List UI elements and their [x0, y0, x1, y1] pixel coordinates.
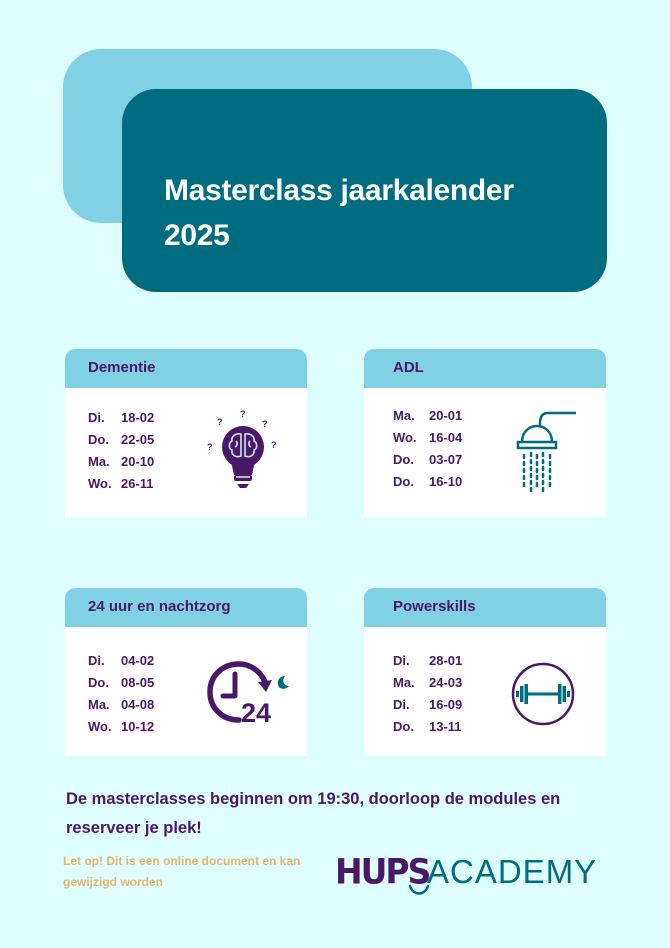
date-row: Di. 16-09: [393, 694, 462, 716]
date-value: 20-01: [429, 408, 463, 423]
date-row: Wo. 26-11: [88, 473, 154, 495]
date-row: Wo. 10-12: [88, 716, 154, 738]
date-value: 04-02: [121, 653, 155, 668]
date-value: 10-12: [121, 719, 155, 734]
card-dementie: Dementie Di. 18-02 Do. 22-05 Ma. 20-10 Wo. 2…: [65, 349, 307, 517]
date-row: Ma. 20-10: [88, 451, 154, 473]
lightbulb-brain-icon: ? ? ? ? ?: [207, 409, 277, 488]
page-title: Masterclass jaarkalender 2025: [164, 174, 514, 252]
date-value: 04-08: [121, 697, 155, 712]
svg-text:?: ?: [217, 417, 223, 427]
day-label: Di.: [88, 653, 105, 668]
footer-text: De masterclasses beginnen om 19:30, door…: [66, 790, 561, 837]
date-row: Di. 04-02: [88, 650, 154, 672]
day-label: Do.: [393, 452, 414, 467]
day-label: Wo.: [88, 719, 112, 734]
shower-icon: [516, 411, 576, 493]
day-label: Do.: [88, 675, 109, 690]
day-label: Di.: [393, 697, 410, 712]
card-title: Powerskills: [364, 588, 606, 627]
smile-icon: [408, 884, 430, 895]
date-row: Do. 13-11: [393, 716, 462, 738]
date-value: 16-09: [429, 697, 463, 712]
date-row: Do. 16-10: [393, 471, 462, 493]
date-row: Di. 18-02: [88, 407, 154, 429]
date-row: Ma. 20-01: [393, 405, 462, 427]
date-value: 16-04: [429, 430, 463, 445]
card-24-uur-en-nachtzorg: 24 uur en nachtzorg Di. 04-02 Do. 08-05 Ma…: [65, 588, 307, 756]
date-row: Do. 08-05: [88, 672, 154, 694]
day-label: Wo.: [393, 430, 417, 445]
title-card: [122, 89, 607, 292]
date-row: Di. 28-01: [393, 650, 462, 672]
date-value: 18-02: [121, 410, 155, 425]
day-label: Ma.: [88, 697, 110, 712]
date-value: 08-05: [121, 675, 155, 690]
card-adl: ADL Ma. 20-01 Wo. 16-04 Do. 03-07 Do. 16-10: [364, 349, 606, 517]
date-value: 16-10: [429, 474, 463, 489]
day-label: Di.: [88, 410, 105, 425]
card-powerskills: Powerskills Di. 28-01 Ma. 24-03 Di. 16-09 D…: [364, 588, 606, 756]
day-label: Wo.: [88, 476, 112, 491]
svg-text:?: ?: [207, 442, 213, 452]
date-value: 13-11: [429, 719, 462, 734]
date-list: Di. 04-02 Do. 08-05 Ma. 04-08 Wo. 10-12: [88, 650, 154, 738]
day-label: Di.: [393, 653, 410, 668]
date-value: 28-01: [429, 653, 463, 668]
date-value: 24-03: [429, 675, 463, 690]
clock-24-moon-icon: 24: [207, 661, 289, 728]
date-value: 26-11: [121, 476, 154, 491]
date-row: Wo. 16-04: [393, 427, 462, 449]
day-label: Do.: [393, 474, 414, 489]
date-row: Ma. 04-08: [88, 694, 154, 716]
date-list: Di. 28-01 Ma. 24-03 Di. 16-09 Do. 13-11: [393, 650, 462, 738]
day-label: Do.: [88, 432, 109, 447]
date-row: Ma. 24-03: [393, 672, 462, 694]
date-value: 20-10: [121, 454, 155, 469]
svg-text:?: ?: [271, 440, 277, 450]
date-row: Do. 03-07: [393, 449, 462, 471]
date-list: Ma. 20-01 Wo. 16-04 Do. 03-07 Do. 16-10: [393, 405, 462, 493]
day-label: Do.: [393, 719, 414, 734]
card-title: ADL: [364, 349, 606, 388]
day-label: Ma.: [393, 675, 415, 690]
svg-text:24: 24: [241, 698, 271, 728]
card-title: 24 uur en nachtzorg: [65, 588, 307, 627]
date-value: 22-05: [121, 432, 155, 447]
svg-text:?: ?: [262, 419, 268, 429]
logo-hups: HUPS: [335, 851, 431, 892]
hups-academy-logo: HUPS ACADEMY: [335, 851, 610, 902]
svg-text:?: ?: [240, 409, 246, 419]
notice-text: Let op! Dit is een online document en ka…: [63, 854, 301, 889]
date-list: Di. 18-02 Do. 22-05 Ma. 20-10 Wo. 26-11: [88, 407, 154, 495]
card-title: Dementie: [65, 349, 307, 388]
dumbbell-icon: [511, 662, 575, 726]
date-value: 03-07: [429, 452, 463, 467]
logo-academy: ACADEMY: [427, 853, 598, 890]
day-label: Ma.: [393, 408, 415, 423]
date-row: Do. 22-05: [88, 429, 154, 451]
day-label: Ma.: [88, 454, 110, 469]
